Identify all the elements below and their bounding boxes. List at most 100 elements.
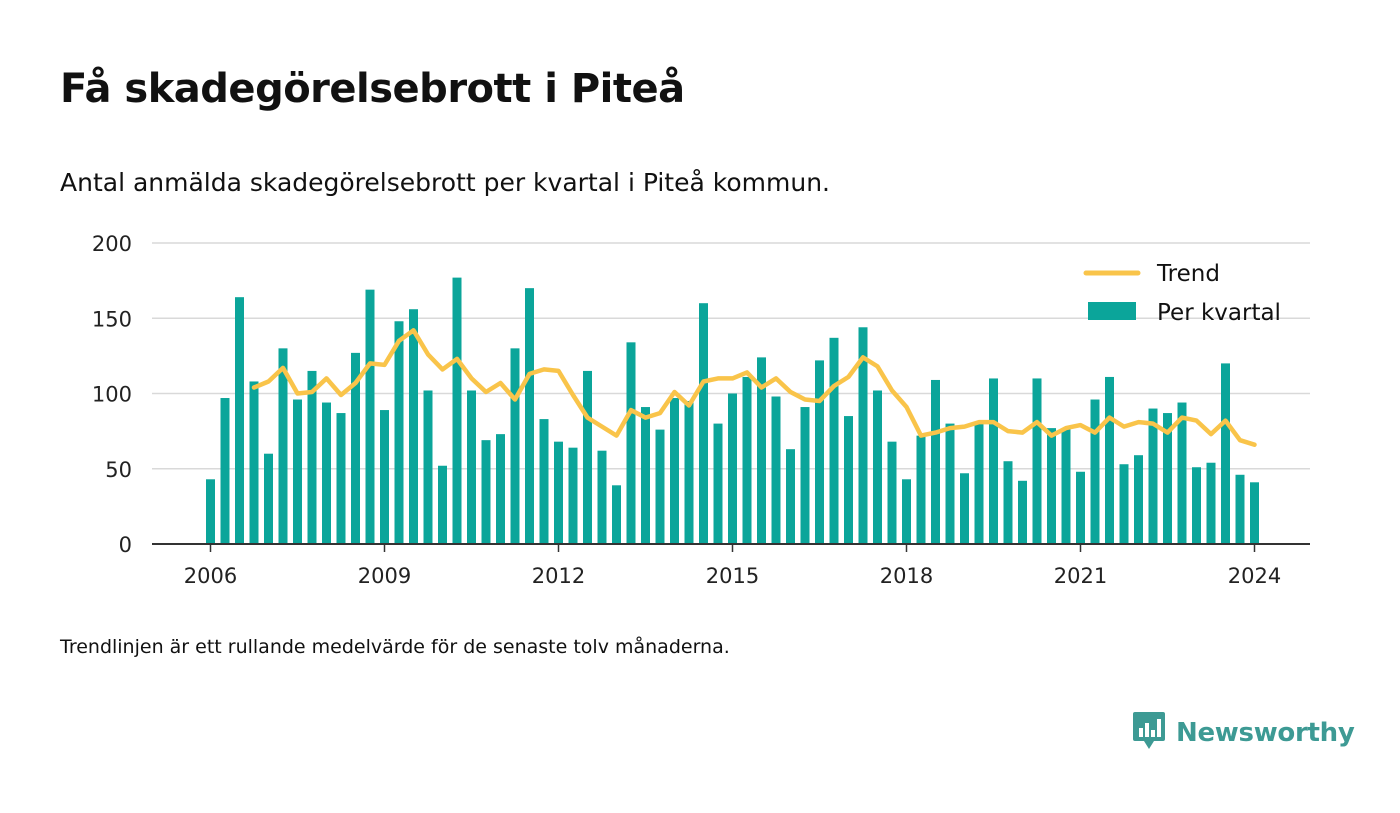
bar <box>989 378 998 544</box>
x-tick-label: 2015 <box>706 564 759 588</box>
chart-subtitle: Antal anmälda skadegörelsebrott per kvar… <box>60 168 830 197</box>
x-tick-label: 2009 <box>358 564 411 588</box>
bar <box>322 402 331 544</box>
legend-trend-label: Trend <box>1156 261 1220 287</box>
bar <box>206 479 215 544</box>
bar <box>554 441 563 544</box>
bar <box>583 370 592 544</box>
bar <box>220 398 230 544</box>
bar <box>815 360 824 544</box>
bar <box>1163 413 1172 544</box>
bar <box>249 381 259 544</box>
bar <box>713 423 723 544</box>
bar <box>887 441 897 544</box>
bar <box>800 407 810 544</box>
bar <box>1148 408 1158 544</box>
bar <box>742 376 752 544</box>
bar <box>641 407 650 544</box>
bar <box>1206 462 1216 544</box>
x-axis-ticks: 2006 2009 2012 2015 2018 2021 2024 <box>184 544 1281 588</box>
bar <box>974 423 984 544</box>
bar <box>438 465 447 544</box>
bar <box>1250 482 1259 544</box>
x-tick-label: 2006 <box>184 564 237 588</box>
bar <box>394 321 404 544</box>
bar <box>452 277 462 544</box>
bar <box>873 390 882 544</box>
bar <box>1221 363 1230 544</box>
bar <box>829 337 839 544</box>
trend-line <box>251 328 1257 447</box>
bar <box>467 390 476 544</box>
y-tick-label: 200 <box>92 232 132 256</box>
y-tick-label: 50 <box>105 458 132 482</box>
bar <box>1003 461 1013 544</box>
bar <box>307 370 317 544</box>
bar <box>1061 428 1071 544</box>
bar <box>264 453 273 544</box>
bar <box>235 297 244 544</box>
bar <box>351 352 360 544</box>
bar <box>757 357 766 544</box>
bar <box>568 447 578 544</box>
bar <box>1192 467 1201 544</box>
bar <box>293 399 302 544</box>
bar <box>525 288 534 544</box>
brand: Newsworthy <box>1132 711 1355 755</box>
bar <box>1119 464 1129 544</box>
legend-bar-label: Per kvartal <box>1157 300 1281 326</box>
bar <box>728 393 737 544</box>
x-tick-label: 2021 <box>1054 564 1107 588</box>
bar <box>771 396 781 544</box>
bar <box>684 401 694 544</box>
bar <box>1105 376 1114 544</box>
bar <box>655 429 665 544</box>
bar-series <box>206 277 1259 544</box>
newsworthy-logo-icon <box>1132 711 1166 755</box>
bar <box>278 348 288 544</box>
footnote: Trendlinjen är ett rullande medelvärde f… <box>60 636 730 658</box>
bar <box>1090 399 1100 544</box>
bar <box>336 413 346 544</box>
bar <box>597 450 607 544</box>
bar <box>409 309 418 544</box>
x-tick-label: 2012 <box>532 564 585 588</box>
bar <box>423 390 433 544</box>
bar <box>1076 471 1085 544</box>
bar <box>670 398 679 544</box>
y-tick-label: 100 <box>92 383 132 407</box>
bar <box>858 327 868 544</box>
bar <box>931 379 940 544</box>
y-tick-label: 0 <box>119 533 132 557</box>
bar <box>902 479 911 544</box>
bar <box>539 419 549 544</box>
legend: Trend Per kvartal <box>1083 261 1281 326</box>
y-axis-ticks: 0 50 100 150 200 <box>92 232 132 557</box>
bar <box>380 410 389 544</box>
bar <box>1018 480 1027 544</box>
bar <box>612 485 621 544</box>
bar <box>960 473 969 544</box>
brand-name: Newsworthy <box>1176 718 1355 748</box>
bar <box>496 434 505 544</box>
bar <box>510 348 520 544</box>
bar <box>844 416 853 544</box>
x-tick-label: 2024 <box>1228 564 1281 588</box>
bar <box>1032 378 1042 544</box>
bar <box>481 440 491 544</box>
bar <box>365 289 375 544</box>
bar <box>916 435 926 544</box>
x-tick-label: 2018 <box>880 564 933 588</box>
bar <box>1047 428 1056 544</box>
bar <box>945 423 955 544</box>
y-tick-label: 150 <box>92 307 132 331</box>
bar <box>1177 402 1187 544</box>
chart-title: Få skadegörelsebrott i Piteå <box>60 66 685 112</box>
bar <box>1134 455 1143 544</box>
bar <box>626 342 636 544</box>
bar <box>786 449 795 544</box>
bar <box>699 303 708 544</box>
legend-bar-swatch <box>1088 302 1136 320</box>
bar <box>1235 474 1245 544</box>
